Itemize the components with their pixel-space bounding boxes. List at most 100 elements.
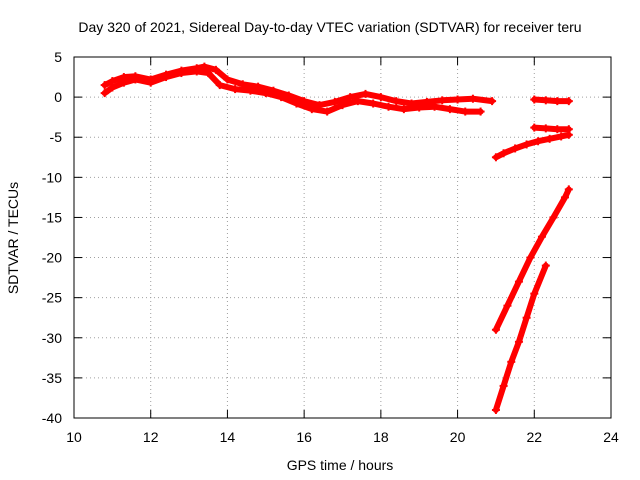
data-point [537, 232, 546, 241]
data-point [392, 97, 401, 106]
data-point [361, 89, 370, 98]
chart-title: Day 320 of 2021, Sidereal Day-to-day VTE… [78, 19, 581, 35]
data-point [553, 97, 562, 106]
series-upper-right-c [491, 130, 573, 162]
y-tick-label: -15 [42, 209, 62, 225]
data-point [511, 144, 520, 153]
data-point [177, 66, 186, 75]
data-point [438, 96, 447, 105]
data-point [453, 95, 462, 104]
x-tick-label: 12 [143, 429, 159, 445]
series-descending-long [491, 185, 573, 334]
x-tick-label: 20 [450, 429, 466, 445]
data-series-layer [100, 62, 573, 414]
y-tick-label: -20 [42, 250, 62, 266]
y-tick-label: 5 [54, 49, 62, 65]
data-point [491, 153, 500, 162]
series-line [101, 63, 496, 109]
data-point [422, 97, 431, 106]
tick-labels-layer: 10 12 14 16 18 20 22 24 5 0 -5 -10 -15 -20 -25 -30 -35 -4… [42, 49, 619, 445]
axis-ticks [73, 56, 612, 419]
data-point [307, 105, 316, 114]
data-point [238, 80, 247, 89]
data-point [560, 193, 569, 202]
data-point [541, 96, 550, 105]
data-point [468, 94, 477, 103]
data-point [223, 75, 232, 84]
data-point [534, 137, 543, 146]
y-tick-label: -30 [42, 330, 62, 346]
data-point [131, 72, 140, 81]
data-point [407, 99, 416, 108]
x-tick-label: 24 [603, 429, 619, 445]
data-point [564, 130, 573, 139]
data-point [522, 140, 531, 149]
data-point [269, 86, 278, 95]
data-point [514, 337, 523, 346]
data-point [526, 253, 535, 262]
data-point [369, 99, 378, 108]
data-point [476, 107, 485, 116]
data-point [231, 85, 240, 94]
data-point [100, 89, 109, 98]
grid-layer [73, 56, 612, 419]
data-point [499, 149, 508, 158]
data-point [499, 381, 508, 390]
data-point [254, 82, 263, 91]
data-point [192, 64, 201, 73]
data-point [488, 97, 497, 106]
data-point [146, 75, 155, 84]
data-point [100, 81, 109, 90]
data-point [399, 105, 408, 114]
data-point [315, 101, 324, 110]
data-point [323, 107, 332, 116]
series-descending-short [491, 261, 550, 414]
x-axis-label: GPS time / hours [287, 457, 394, 473]
x-tick-label: 16 [296, 429, 312, 445]
data-point [108, 77, 117, 86]
series-line [492, 186, 572, 333]
y-tick-label: 0 [54, 89, 62, 105]
data-point [461, 107, 470, 116]
y-tick-label: -25 [42, 290, 62, 306]
data-point [162, 70, 171, 79]
plot-frame [73, 56, 612, 419]
x-tick-label: 22 [526, 429, 542, 445]
data-point [384, 102, 393, 111]
data-point [300, 97, 309, 106]
data-point [491, 405, 500, 414]
data-point [530, 95, 539, 104]
data-point [284, 91, 293, 100]
data-point [507, 357, 516, 366]
data-point [346, 93, 355, 102]
series-upper-right-b [530, 123, 573, 134]
data-point [545, 134, 554, 143]
y-tick-label: -10 [42, 169, 62, 185]
data-point [330, 97, 339, 106]
data-point [530, 123, 539, 132]
data-point [541, 261, 550, 270]
data-point [503, 301, 512, 310]
data-point [491, 325, 500, 334]
data-point [553, 125, 562, 134]
data-point [557, 132, 566, 141]
series-line [531, 124, 572, 133]
y-tick-label: -35 [42, 370, 62, 386]
y-axis-label: SDTVAR / TECUs [5, 182, 21, 294]
data-point [530, 289, 539, 298]
data-point [522, 313, 531, 322]
y-tick-label: -5 [50, 129, 63, 145]
x-tick-label: 18 [373, 429, 389, 445]
data-point [200, 62, 209, 71]
data-point [564, 97, 573, 106]
y-tick-label: -40 [42, 410, 62, 426]
data-point [514, 277, 523, 286]
data-point [376, 93, 385, 102]
series-main-trace-b [100, 62, 497, 110]
series-upper-right-a [530, 95, 573, 106]
series-line [531, 96, 572, 105]
x-tick-label: 10 [66, 429, 82, 445]
data-point [445, 105, 454, 114]
data-point [541, 124, 550, 133]
